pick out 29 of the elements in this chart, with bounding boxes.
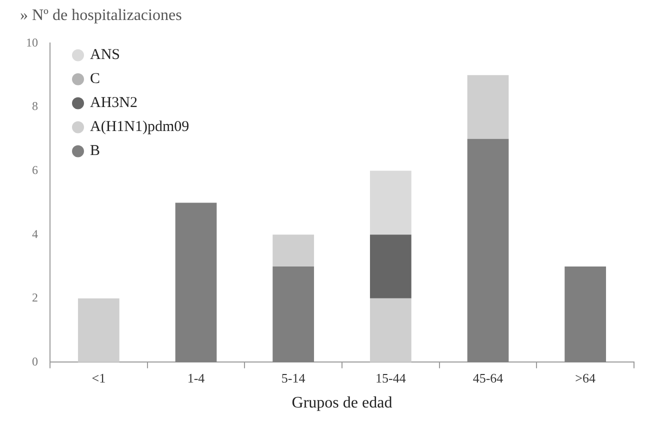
y-tick-label: 2 — [32, 290, 38, 305]
x-tick-label: 15-44 — [375, 370, 406, 386]
bar — [564, 266, 606, 362]
legend-label: B — [90, 143, 100, 160]
bar — [467, 138, 509, 362]
bar — [272, 266, 314, 362]
legend-label: C — [90, 71, 100, 88]
legend-label: A(H1N1)pdm09 — [90, 119, 190, 136]
bar — [370, 234, 412, 298]
x-axis-title: Grupos de edad — [292, 394, 392, 412]
legend-label: AH3N2 — [90, 95, 138, 112]
legend-label: ANS — [90, 47, 120, 64]
bar — [175, 202, 217, 362]
x-tick-label: <1 — [92, 370, 106, 386]
y-tick-label: 0 — [32, 354, 38, 368]
y-tick-label: 10 — [26, 35, 38, 50]
bar — [370, 298, 412, 362]
x-tick-label: >64 — [575, 370, 596, 386]
y-tick-label: 6 — [32, 162, 38, 177]
x-tick-label: 5-14 — [281, 370, 306, 386]
bar — [272, 234, 314, 266]
bar — [467, 75, 509, 139]
bar — [370, 170, 412, 235]
y-tick-label: 4 — [32, 226, 38, 241]
x-tick-label: 45-64 — [472, 370, 504, 386]
y-tick-label: 8 — [32, 99, 38, 114]
chart-title: » Nº de hospitalizaciones — [20, 6, 182, 24]
bar — [78, 298, 120, 362]
x-tick-label: 1-4 — [187, 370, 206, 386]
